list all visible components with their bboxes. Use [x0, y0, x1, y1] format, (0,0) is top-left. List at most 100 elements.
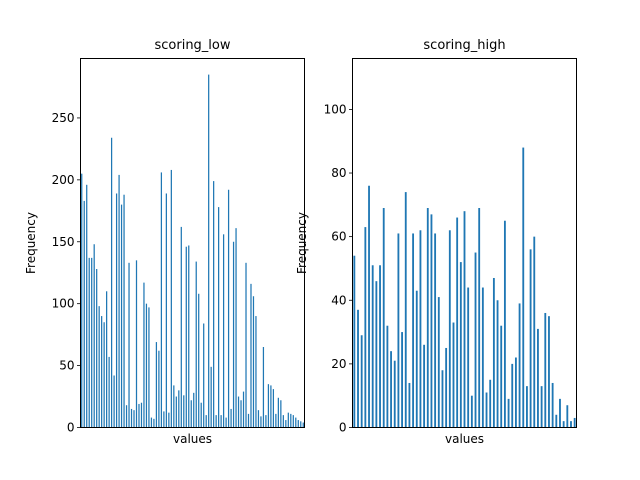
- scoring-low-bar: [245, 262, 247, 428]
- scoring-high-bar: [404, 192, 407, 428]
- scoring-low-bar: [203, 323, 205, 428]
- scoring-high-bar: [562, 421, 565, 428]
- scoring-low-bar: [255, 316, 257, 428]
- scoring-low-bar: [252, 296, 255, 428]
- scoring-low-x-axis-label: values: [173, 432, 212, 446]
- scoring-high-bar: [481, 287, 484, 428]
- scoring-low-bar: [295, 417, 297, 428]
- scoring-high-y-ticks: 0 20 40 60 80 100: [324, 102, 353, 435]
- scoring-low-bar: [148, 307, 150, 428]
- scoring-high-y-tick-label: 60: [331, 230, 346, 244]
- scoring-low-y-axis-label: Frequency: [24, 212, 38, 274]
- scoring-low-title: scoring_low: [154, 38, 230, 53]
- scoring-low-y-tick-label: 0: [67, 421, 75, 435]
- scoring-high-bar: [375, 281, 378, 428]
- scoring-high-y-tick-label: 0: [339, 421, 347, 435]
- scoring-high-bar: [544, 312, 547, 428]
- scoring-low-bar: [230, 408, 232, 428]
- scoring-low-bar: [103, 322, 105, 428]
- scoring-high-y-tick-label: 20: [331, 357, 346, 371]
- scoring-low-y-tick-label: 250: [52, 111, 75, 125]
- scoring-low-y-tick-label: 100: [52, 297, 75, 311]
- scoring-high-bar: [437, 297, 440, 428]
- scoring-low-plot-frame: [80, 58, 305, 428]
- scoring-high-bar: [566, 405, 569, 428]
- scoring-low-bar: [220, 415, 222, 428]
- scoring-high-bar: [489, 379, 492, 428]
- scoring-low-bar: [302, 422, 304, 428]
- scoring-high-bar: [459, 262, 462, 428]
- scoring-low-bar: [93, 244, 95, 428]
- scoring-low-y-tick-label: 150: [52, 235, 75, 249]
- scoring-low-bar: [205, 415, 207, 428]
- scoring-high-bar: [441, 370, 444, 428]
- scoring-low-bar: [208, 74, 210, 428]
- scoring-high-bar: [452, 322, 455, 428]
- scoring-high-bar: [426, 208, 429, 428]
- scoring-high-bar: [507, 398, 510, 428]
- scoring-low-bar: [300, 421, 302, 428]
- scoring-low-bar: [160, 172, 163, 428]
- scoring-high-bar: [470, 395, 473, 428]
- scoring-high-bar: [382, 208, 385, 428]
- scoring-low-bar: [113, 375, 115, 428]
- scoring-low-bar: [188, 245, 190, 428]
- scoring-low-bar: [168, 412, 170, 428]
- scoring-high-bar: [463, 211, 466, 428]
- scoring-high-bar: [434, 233, 437, 428]
- scoring-high-bar: [368, 185, 370, 428]
- scoring-low-bar: [200, 402, 202, 428]
- scoring-low-bar: [175, 396, 177, 428]
- scoring-low-bar: [218, 207, 220, 428]
- scoring-low-bar: [290, 413, 292, 428]
- scoring-high-title: scoring_high: [423, 38, 505, 53]
- scoring-high-bar: [456, 217, 459, 428]
- scoring-low-bar: [130, 408, 133, 428]
- scoring-high-bar: [415, 290, 418, 428]
- scoring-low-bar: [101, 316, 103, 428]
- scoring-low-bar: [163, 411, 165, 428]
- scoring-high-bar: [393, 360, 396, 428]
- scoring-high-bar: [537, 328, 539, 428]
- scoring-high-bar: [555, 414, 558, 428]
- scoring-low-bar: [250, 283, 252, 428]
- scoring-high-y-tick-label: 40: [331, 293, 346, 307]
- scoring-low-bar: [235, 228, 237, 428]
- scoring-low-bar: [242, 391, 245, 428]
- scoring-low-bar: [190, 400, 192, 428]
- scoring-low-bar: [270, 385, 272, 428]
- scoring-high-bar: [353, 255, 356, 428]
- scoring-low-bar: [138, 403, 140, 428]
- scoring-low-bar: [232, 241, 235, 428]
- scoring-low-bar: [96, 269, 98, 428]
- scoring-high-bar: [559, 398, 561, 428]
- scoring-low-bar: [185, 246, 187, 428]
- scoring-high-bar: [522, 147, 525, 428]
- scoring-low-bar: [257, 410, 260, 428]
- scoring-high-bar: [570, 421, 572, 428]
- scoring-low-bar: [227, 189, 230, 428]
- scoring-low-bar: [213, 181, 215, 428]
- scoring-low-bar: [195, 261, 197, 428]
- scoring-high-y-tick-label: 80: [331, 166, 346, 180]
- scoring-high-bar: [492, 277, 495, 428]
- scoring-low-bar: [98, 306, 100, 428]
- scoring-high-bar: [529, 249, 532, 428]
- scoring-low-bar: [91, 257, 93, 428]
- scoring-low-bar: [86, 184, 88, 428]
- scoring-low-bar: [267, 384, 270, 428]
- scoring-high-bar: [511, 363, 514, 428]
- scoring-low-bar: [272, 389, 275, 428]
- scoring-low-bar: [215, 415, 217, 428]
- scoring-high-bar: [514, 357, 517, 428]
- scoring-low-bar: [285, 420, 287, 428]
- scoring-high-bar: [386, 325, 389, 428]
- scoring-low-bar: [118, 174, 120, 428]
- scoring-low-bar: [265, 415, 267, 428]
- scoring-low-y-ticks: 0 50 100 150 200 250: [52, 111, 81, 435]
- scoring-low-bar: [260, 416, 262, 428]
- scoring-high-bar: [423, 344, 426, 428]
- scoring-low-bar: [240, 400, 242, 428]
- scoring-low-chart: scoring_low Frequency values 0 50 100 150 20…: [24, 38, 305, 446]
- scoring-low-bar: [145, 303, 148, 428]
